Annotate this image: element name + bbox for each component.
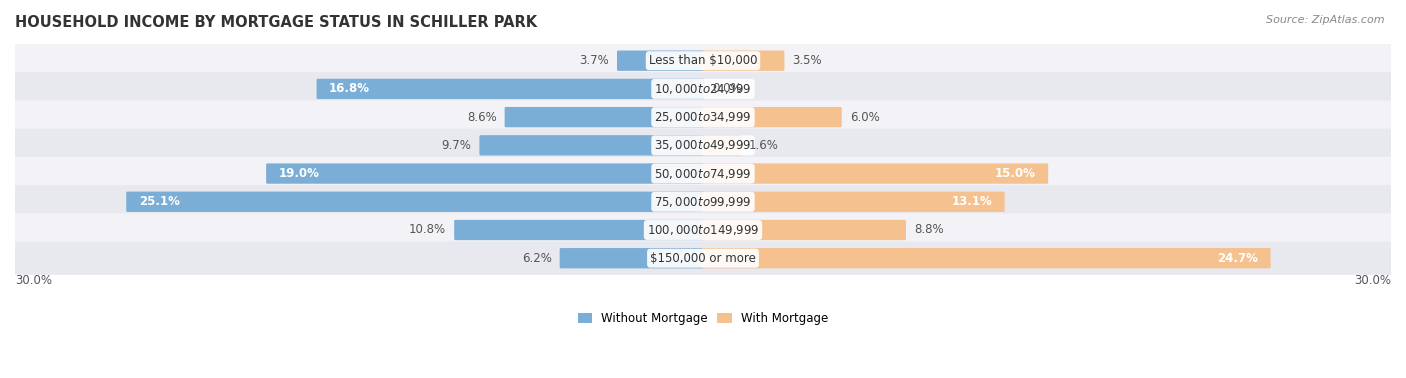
- Text: 30.0%: 30.0%: [15, 274, 52, 287]
- Text: $25,000 to $34,999: $25,000 to $34,999: [654, 110, 752, 124]
- FancyBboxPatch shape: [0, 129, 1406, 162]
- Text: 8.6%: 8.6%: [467, 111, 496, 124]
- Text: 24.7%: 24.7%: [1218, 252, 1258, 265]
- Text: 1.6%: 1.6%: [749, 139, 779, 152]
- FancyBboxPatch shape: [0, 185, 1406, 218]
- Legend: Without Mortgage, With Mortgage: Without Mortgage, With Mortgage: [574, 308, 832, 330]
- FancyBboxPatch shape: [0, 44, 1406, 77]
- Text: $35,000 to $49,999: $35,000 to $49,999: [654, 138, 752, 152]
- Text: 16.8%: 16.8%: [329, 82, 370, 95]
- FancyBboxPatch shape: [617, 51, 704, 71]
- FancyBboxPatch shape: [0, 213, 1406, 246]
- Text: $10,000 to $24,999: $10,000 to $24,999: [654, 82, 752, 96]
- Text: 9.7%: 9.7%: [441, 139, 471, 152]
- FancyBboxPatch shape: [505, 107, 704, 127]
- FancyBboxPatch shape: [560, 248, 704, 268]
- Text: 6.2%: 6.2%: [522, 252, 551, 265]
- Text: 15.0%: 15.0%: [994, 167, 1036, 180]
- Text: 30.0%: 30.0%: [1354, 274, 1391, 287]
- Text: $75,000 to $99,999: $75,000 to $99,999: [654, 195, 752, 209]
- FancyBboxPatch shape: [702, 248, 1271, 268]
- FancyBboxPatch shape: [127, 192, 704, 212]
- Text: Less than $10,000: Less than $10,000: [648, 54, 758, 67]
- Text: 8.8%: 8.8%: [914, 223, 943, 237]
- Text: $50,000 to $74,999: $50,000 to $74,999: [654, 167, 752, 181]
- Text: 0.0%: 0.0%: [713, 82, 742, 95]
- Text: 19.0%: 19.0%: [278, 167, 319, 180]
- FancyBboxPatch shape: [702, 51, 785, 71]
- FancyBboxPatch shape: [702, 163, 1047, 184]
- FancyBboxPatch shape: [0, 157, 1406, 190]
- FancyBboxPatch shape: [702, 135, 741, 155]
- FancyBboxPatch shape: [702, 192, 1004, 212]
- Text: Source: ZipAtlas.com: Source: ZipAtlas.com: [1267, 15, 1385, 25]
- Text: 13.1%: 13.1%: [952, 195, 993, 208]
- FancyBboxPatch shape: [0, 101, 1406, 134]
- Text: 25.1%: 25.1%: [139, 195, 180, 208]
- Text: 10.8%: 10.8%: [409, 223, 446, 237]
- Text: HOUSEHOLD INCOME BY MORTGAGE STATUS IN SCHILLER PARK: HOUSEHOLD INCOME BY MORTGAGE STATUS IN S…: [15, 15, 537, 30]
- FancyBboxPatch shape: [702, 107, 842, 127]
- Text: 3.5%: 3.5%: [793, 54, 823, 67]
- Text: 3.7%: 3.7%: [579, 54, 609, 67]
- FancyBboxPatch shape: [479, 135, 704, 155]
- FancyBboxPatch shape: [702, 220, 905, 240]
- FancyBboxPatch shape: [0, 72, 1406, 105]
- FancyBboxPatch shape: [454, 220, 704, 240]
- FancyBboxPatch shape: [316, 79, 704, 99]
- Text: $100,000 to $149,999: $100,000 to $149,999: [647, 223, 759, 237]
- Text: $150,000 or more: $150,000 or more: [650, 252, 756, 265]
- Text: 6.0%: 6.0%: [849, 111, 880, 124]
- FancyBboxPatch shape: [0, 242, 1406, 275]
- FancyBboxPatch shape: [266, 163, 704, 184]
